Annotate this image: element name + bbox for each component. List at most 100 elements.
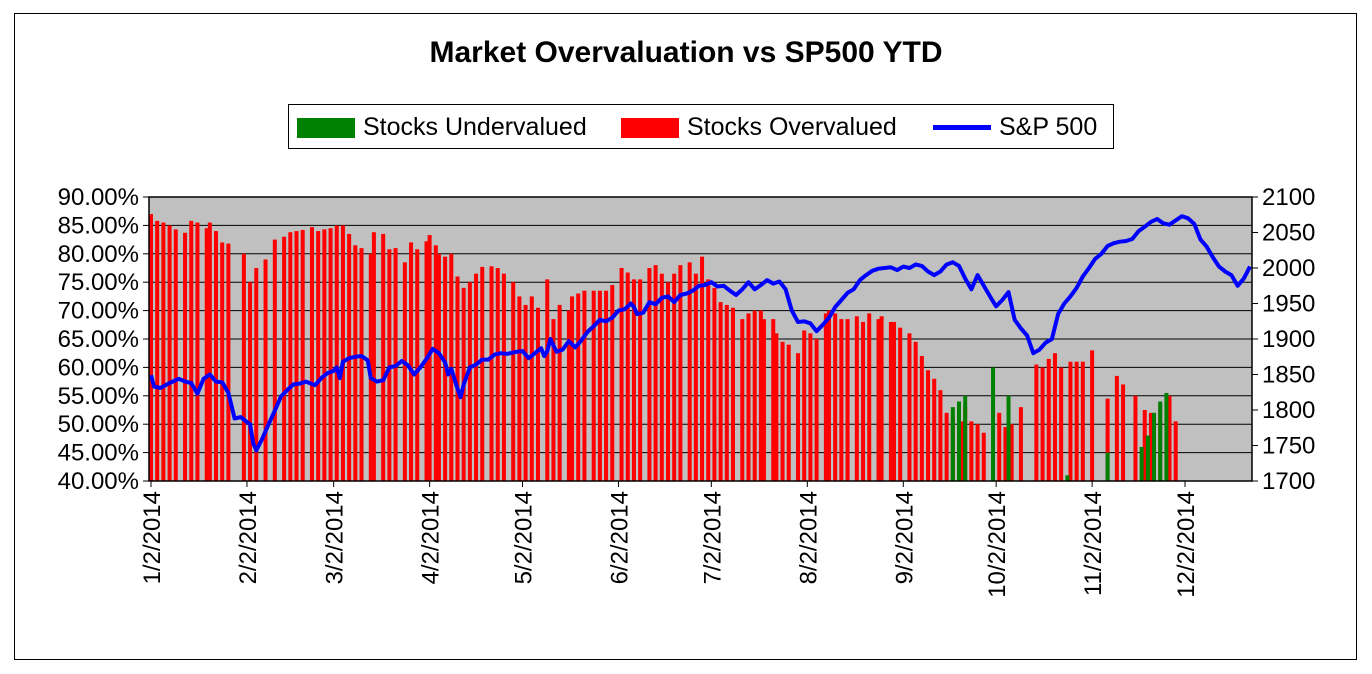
bar-overvalued — [879, 316, 884, 481]
bar-overvalued — [1121, 384, 1126, 481]
bar-overvalued — [591, 290, 596, 481]
bar-overvalued — [167, 225, 172, 481]
bar-overvalued — [359, 248, 364, 481]
bar-overvalued — [241, 253, 246, 481]
bar-overvalued — [263, 259, 268, 481]
y-right-tick-label: 1750 — [1262, 433, 1315, 460]
bar-overvalued — [861, 321, 866, 481]
bar-overvalued — [226, 243, 231, 481]
bar-overvalued — [415, 249, 420, 481]
bar-overvalued — [1133, 395, 1138, 481]
bar-overvalued — [814, 339, 819, 481]
bar-overvalued — [402, 262, 407, 481]
bar-overvalued — [248, 282, 253, 481]
y-left-tick-label: 85.00% — [58, 212, 139, 239]
bar-overvalued — [149, 214, 153, 482]
bar-overvalued — [300, 229, 305, 481]
bar-overvalued — [891, 321, 896, 481]
chart-title: Market Overvaluation vs SP500 YTD — [429, 36, 943, 69]
bar-overvalued — [282, 236, 287, 481]
bar-overvalued — [455, 276, 460, 481]
bar-overvalued — [1148, 412, 1153, 481]
bar-overvalued — [371, 232, 376, 481]
bar-undervalued — [1139, 446, 1144, 481]
bar-overvalued — [780, 341, 785, 481]
bar-overvalued — [436, 253, 441, 481]
bar-overvalued — [826, 310, 831, 481]
y-left-tick-label: 60.00% — [58, 354, 139, 381]
x-tick-label: 6/2/2014 — [606, 491, 633, 584]
legend-swatch-sp500 — [933, 125, 991, 130]
bar-overvalued — [808, 333, 813, 481]
bar-overvalued — [758, 310, 763, 481]
bar-overvalued — [706, 279, 711, 481]
y-right-tick-label: 1700 — [1262, 468, 1315, 495]
bar-overvalued — [913, 341, 918, 481]
bar-overvalued — [173, 229, 178, 481]
y-left-tick-label: 40.00% — [58, 468, 139, 495]
bar-overvalued — [254, 268, 259, 481]
bar-overvalued — [888, 321, 893, 481]
bar-overvalued — [381, 233, 386, 481]
bar-overvalued — [938, 390, 943, 481]
bar-overvalued — [294, 231, 299, 481]
x-tick-label: 1/2/2014 — [139, 491, 166, 584]
bar-overvalued — [619, 268, 624, 481]
bar-overvalued — [969, 421, 974, 481]
bar-overvalued — [409, 242, 414, 481]
bar-overvalued — [672, 273, 677, 481]
bar-overvalued — [1080, 361, 1085, 481]
bar-overvalued — [1003, 427, 1008, 481]
bar-overvalued — [1046, 358, 1051, 481]
bar-overvalued — [474, 273, 479, 481]
bar-overvalued — [214, 231, 219, 481]
bar-overvalued — [511, 282, 516, 481]
bar-overvalued — [786, 344, 791, 481]
bar-overvalued — [638, 279, 643, 481]
bar-overvalued — [489, 266, 494, 481]
bar-undervalued — [1105, 452, 1110, 481]
bar-overvalued — [1068, 361, 1073, 481]
x-tick-label: 3/2/2014 — [322, 491, 349, 584]
bar-overvalued — [387, 249, 392, 481]
legend-item-sp500: S&P 500 — [933, 105, 1097, 150]
bar-overvalued — [570, 296, 575, 481]
legend-label-undervalued: Stocks Undervalued — [363, 113, 587, 141]
bar-overvalued — [898, 327, 903, 481]
bar-overvalued — [687, 262, 692, 481]
x-tick-label: 5/2/2014 — [510, 491, 537, 584]
bar-overvalued — [944, 412, 949, 481]
bar-overvalued — [204, 228, 209, 481]
bar-overvalued — [659, 273, 664, 481]
x-tick-label: 11/2/2014 — [1080, 491, 1107, 596]
bar-overvalued — [189, 220, 194, 481]
bar-overvalued — [1167, 395, 1172, 481]
legend-label-overvalued: Stocks Overvalued — [687, 113, 897, 141]
y-right-tick-label: 2050 — [1262, 220, 1315, 247]
bar-overvalued — [433, 245, 438, 481]
bar-overvalued — [833, 313, 838, 481]
bar-overvalued — [981, 432, 986, 481]
y-left-tick-label: 70.00% — [58, 298, 139, 325]
bar-overvalued — [1114, 375, 1119, 481]
bar-overvalued — [926, 370, 931, 481]
bar-overvalued — [1018, 407, 1023, 481]
sp500-line — [149, 214, 1252, 453]
y-left-tick-label: 45.00% — [58, 440, 139, 467]
legend-item-overvalued: Stocks Overvalued — [621, 105, 897, 150]
bar-overvalued — [535, 307, 540, 481]
x-tick-label: 9/2/2014 — [891, 491, 918, 584]
bar-overvalued — [1142, 410, 1147, 481]
bar-overvalued — [272, 239, 277, 481]
bar-overvalued — [207, 222, 212, 481]
legend-swatch-undervalued — [297, 117, 355, 138]
bar-overvalued — [523, 304, 528, 481]
bar-overvalued — [582, 290, 587, 481]
bar-overvalued — [610, 285, 615, 481]
bar-overvalued — [712, 287, 717, 481]
bar-overvalued — [771, 319, 776, 481]
bar-overvalued — [1040, 367, 1045, 481]
bar-overvalued — [517, 296, 522, 481]
bar-overvalued — [334, 225, 339, 481]
bar-undervalued — [1145, 435, 1150, 481]
